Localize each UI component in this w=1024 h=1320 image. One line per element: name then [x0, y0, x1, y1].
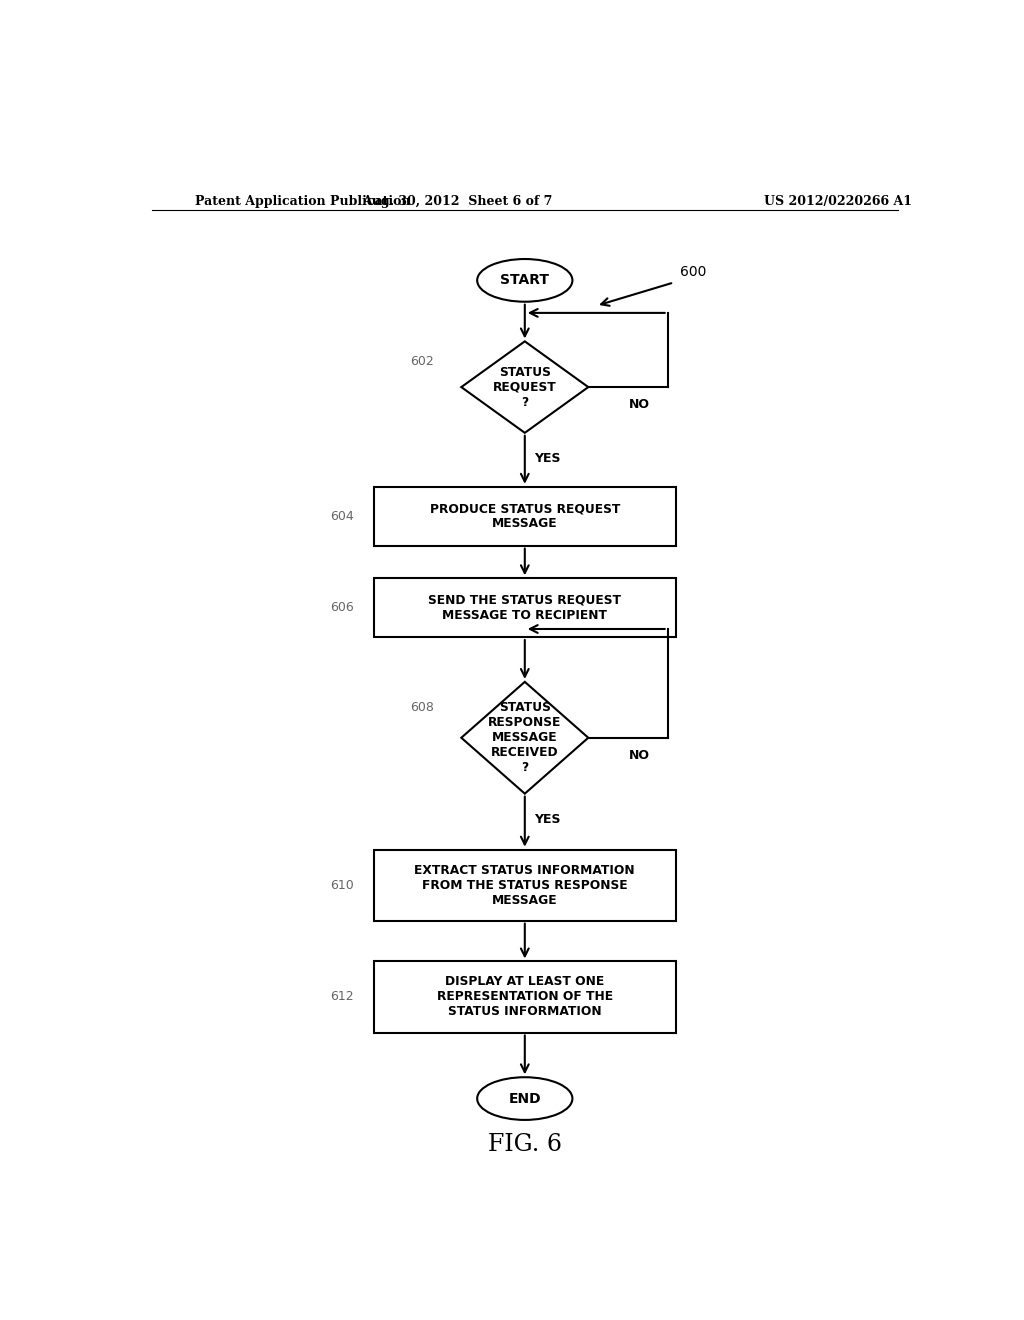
Text: END: END	[509, 1092, 541, 1106]
Text: EXTRACT STATUS INFORMATION
FROM THE STATUS RESPONSE
MESSAGE: EXTRACT STATUS INFORMATION FROM THE STAT…	[415, 863, 635, 907]
Text: Patent Application Publication: Patent Application Publication	[196, 194, 411, 207]
Bar	[374, 487, 676, 545]
Text: YES: YES	[535, 451, 561, 465]
Text: Aug. 30, 2012  Sheet 6 of 7: Aug. 30, 2012 Sheet 6 of 7	[362, 194, 553, 207]
Polygon shape	[461, 682, 588, 793]
Polygon shape	[461, 342, 588, 433]
Text: NO: NO	[629, 397, 650, 411]
Bar	[374, 961, 676, 1032]
Text: FIG. 6: FIG. 6	[487, 1133, 562, 1156]
Text: 604: 604	[331, 510, 354, 523]
Text: 606: 606	[331, 601, 354, 614]
Text: 610: 610	[331, 879, 354, 891]
Text: 608: 608	[410, 701, 433, 714]
Text: STATUS
REQUEST
?: STATUS REQUEST ?	[493, 366, 557, 409]
Text: DISPLAY AT LEAST ONE
REPRESENTATION OF THE
STATUS INFORMATION: DISPLAY AT LEAST ONE REPRESENTATION OF T…	[437, 975, 612, 1019]
Text: 612: 612	[331, 990, 354, 1003]
Text: STATUS
RESPONSE
MESSAGE
RECEIVED
?: STATUS RESPONSE MESSAGE RECEIVED ?	[488, 701, 561, 775]
Text: 602: 602	[410, 355, 433, 368]
Text: US 2012/0220266 A1: US 2012/0220266 A1	[764, 194, 912, 207]
Bar	[374, 578, 676, 638]
Text: START: START	[501, 273, 549, 288]
Text: NO: NO	[629, 748, 650, 762]
Text: 600: 600	[680, 265, 706, 280]
Text: SEND THE STATUS REQUEST
MESSAGE TO RECIPIENT: SEND THE STATUS REQUEST MESSAGE TO RECIP…	[428, 594, 622, 622]
Bar	[374, 850, 676, 921]
Text: PRODUCE STATUS REQUEST
MESSAGE: PRODUCE STATUS REQUEST MESSAGE	[430, 502, 620, 531]
Text: YES: YES	[535, 813, 561, 825]
